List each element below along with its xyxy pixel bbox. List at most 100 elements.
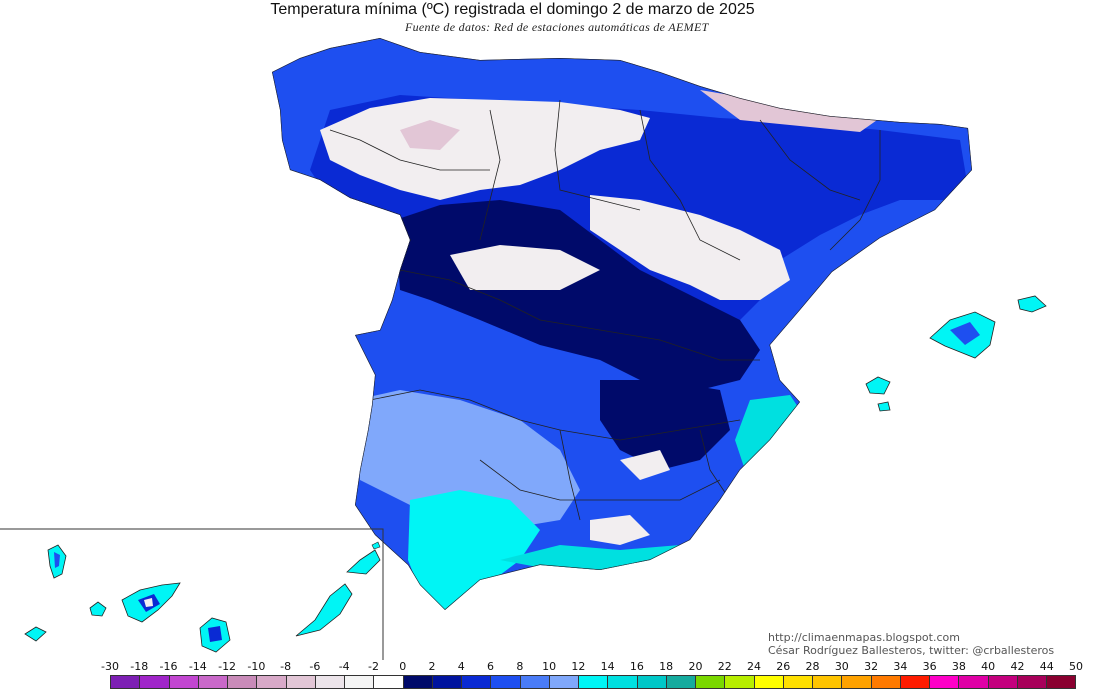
zone-cazorla-cold xyxy=(620,450,670,480)
legend-tick: 14 xyxy=(600,660,615,673)
legend-swatch xyxy=(198,676,228,688)
canary-inset xyxy=(0,528,384,660)
legend-swatch xyxy=(900,676,930,688)
island-la-graciosa xyxy=(371,541,381,550)
temperature-map xyxy=(0,38,1047,660)
zone-southeast-deep xyxy=(600,380,730,470)
legend-swatch xyxy=(813,676,843,688)
legend-swatch xyxy=(842,676,872,688)
legend-tick: -12 xyxy=(218,660,237,673)
legend-swatch xyxy=(1047,676,1076,688)
legend-tick: 20 xyxy=(688,660,703,673)
legend-tick: 12 xyxy=(571,660,586,673)
legend-tick: 34 xyxy=(893,660,908,673)
legend-tick: 24 xyxy=(747,660,761,673)
legend-tick: 26 xyxy=(776,660,791,673)
legend-tick: 6 xyxy=(487,660,495,673)
legend-swatch xyxy=(1017,676,1047,688)
legend-swatch xyxy=(988,676,1018,688)
map-title: Temperatura mínima (ºC) registrada el do… xyxy=(270,1,755,18)
blog-link[interactable]: http://climaenmapas.blogspot.com xyxy=(768,631,960,644)
island-el-hierro xyxy=(24,626,47,642)
legend-tick: 22 xyxy=(717,660,732,673)
island-lanzarote xyxy=(346,549,381,575)
legend-tick: 40 xyxy=(981,660,996,673)
island-fuerteventura xyxy=(295,583,353,637)
zone-levante-cyan xyxy=(735,395,800,470)
credits: http://climaenmapas.blogspot.com César R… xyxy=(768,631,1054,657)
peninsula xyxy=(272,38,972,610)
island-formentera xyxy=(877,401,891,412)
legend-bar xyxy=(110,675,1076,689)
legend-swatch xyxy=(549,676,579,688)
island-ibiza xyxy=(865,376,891,395)
legend-swatch xyxy=(111,676,141,688)
legend-swatch xyxy=(520,676,550,688)
legend-swatch xyxy=(228,676,258,688)
zone-cantabrian-cold xyxy=(400,120,460,150)
legend-swatch xyxy=(169,676,199,688)
legend-swatch xyxy=(959,676,989,688)
legend-swatch xyxy=(608,676,638,688)
legend-tick: 44 xyxy=(1039,660,1054,673)
legend-tick: -30 xyxy=(101,660,119,673)
legend-swatch xyxy=(754,676,784,688)
legend-tick: 36 xyxy=(922,660,937,673)
legend-swatch xyxy=(286,676,316,688)
zone-pyrenees-cold xyxy=(700,90,880,132)
legend-tick: -16 xyxy=(159,660,178,673)
balearic-islands xyxy=(865,295,1047,412)
legend-tick: -2 xyxy=(367,660,379,673)
legend-swatch xyxy=(783,676,813,688)
legend-tick: 28 xyxy=(805,660,820,673)
canary-inset-frame xyxy=(0,528,384,660)
legend-swatch xyxy=(579,676,609,688)
legend-tick: 16 xyxy=(629,660,644,673)
legend-tick: 2 xyxy=(428,660,436,673)
legend-tick: -14 xyxy=(188,660,207,673)
legend-swatch xyxy=(725,676,755,688)
legend-swatch xyxy=(257,676,287,688)
zone-iberian-cold xyxy=(590,195,790,300)
legend-tick: 50 xyxy=(1069,660,1083,673)
island-menorca xyxy=(1017,295,1047,313)
legend-swatch xyxy=(696,676,726,688)
legend-swatch xyxy=(871,676,901,688)
legend-tick: 0 xyxy=(399,660,407,673)
zone-southwest-light xyxy=(355,390,580,530)
legend-swatch xyxy=(315,676,345,688)
map-subtitle: Fuente de datos: Red de estaciones autom… xyxy=(405,20,709,34)
legend-tick: 32 xyxy=(864,660,879,673)
legend-tick: 18 xyxy=(659,660,674,673)
legend-swatch xyxy=(462,676,492,688)
legend-swatch xyxy=(140,676,170,688)
legend-tick: 10 xyxy=(542,660,557,673)
legend-swatch xyxy=(403,676,433,688)
legend-swatch xyxy=(666,676,696,688)
la-palma-interior xyxy=(54,552,60,568)
region-borders xyxy=(329,99,881,521)
legend-swatch xyxy=(432,676,462,688)
zone-sierra-nevada-cold xyxy=(590,515,650,545)
legend-tick: -4 xyxy=(338,660,350,673)
zone-central-cold xyxy=(450,245,600,290)
gran-canaria-interior xyxy=(208,626,222,642)
legend-tick: 8 xyxy=(516,660,524,673)
zone-guadalquivir-cyan xyxy=(408,490,540,610)
island-la-gomera xyxy=(89,601,107,617)
legend-tick: -6 xyxy=(309,660,321,673)
legend-swatch xyxy=(637,676,667,688)
zone-north-cold xyxy=(320,98,650,200)
author-credit: César Rodríguez Ballesteros, twitter: @c… xyxy=(768,644,1055,657)
legend-tick: -18 xyxy=(130,660,149,673)
legend-tick: 38 xyxy=(951,660,966,673)
legend-tick: 4 xyxy=(457,660,465,673)
legend-swatch xyxy=(374,676,404,688)
legend-tick: -8 xyxy=(280,660,292,673)
legend-swatch xyxy=(345,676,375,688)
mallorca-interior xyxy=(950,322,980,345)
color-legend: -30 -18 -16 -14 -12 -10 -8 -6 -4 -2 0 2 4 6 8 10 12 14 16 1… xyxy=(101,660,1083,690)
teide-cold xyxy=(144,598,153,607)
legend-tick: 42 xyxy=(1010,660,1025,673)
legend-tick: -10 xyxy=(247,660,266,673)
